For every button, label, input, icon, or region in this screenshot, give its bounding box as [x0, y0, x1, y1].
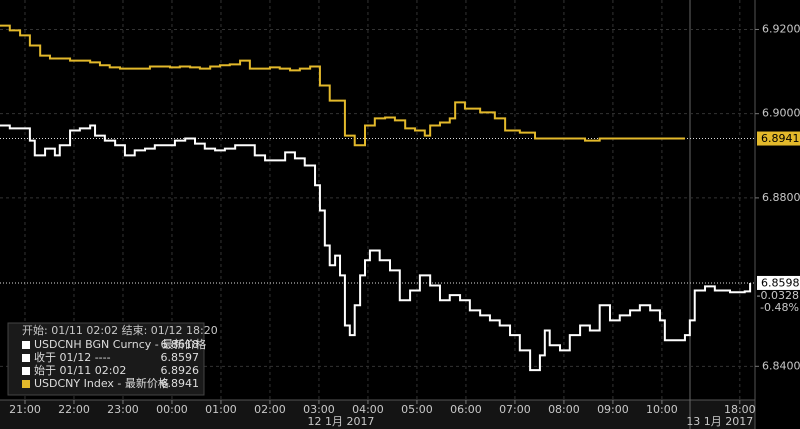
legend-value: 6.8618	[161, 338, 200, 351]
y-tick-label: 6.8800	[762, 191, 800, 204]
price-tag-box	[757, 131, 800, 146]
legend-swatch	[22, 380, 30, 388]
x-tick-label: 05:00	[401, 403, 433, 416]
x-axis-band	[0, 400, 755, 429]
x-tick-label: 21:00	[9, 403, 41, 416]
legend-label: USDCNH BGN Curncy - 最新价格	[34, 337, 206, 351]
legend-label: USDCNY Index - 最新价格	[34, 376, 169, 390]
x-tick-label: 22:00	[58, 403, 90, 416]
legend-value: 6.8597	[161, 351, 200, 364]
change-label: -0.0328	[757, 289, 799, 302]
legend-header: 开始: 01/11 02:02 结束: 01/12 18:20	[22, 323, 218, 337]
date-label: 12 1月 2017	[307, 415, 374, 428]
price-tag-box	[757, 275, 800, 290]
series-line	[0, 124, 752, 372]
y-tick-label: 6.9200	[762, 22, 800, 35]
x-tick-label: 02:00	[254, 403, 286, 416]
price-tag-label: 6.8598	[761, 276, 800, 289]
series-line	[0, 24, 685, 147]
x-tick-label: 23:00	[107, 403, 139, 416]
legend-value: 6.8926	[161, 364, 200, 377]
x-tick-label: 06:00	[450, 403, 482, 416]
x-tick-label: 03:00	[303, 403, 335, 416]
x-tick-label: 18:00	[724, 403, 756, 416]
x-tick-label: 09:00	[597, 403, 629, 416]
x-tick-label: 07:00	[499, 403, 531, 416]
legend-label: 收于 01/12 ----	[34, 350, 111, 364]
legend-swatch	[22, 341, 30, 349]
plot	[0, 24, 752, 372]
legend-value: 6.8941	[161, 377, 200, 390]
x-tick-label: 10:00	[646, 403, 678, 416]
change-label: -0.48%	[760, 301, 799, 314]
y-tick-label: 6.9000	[762, 107, 800, 120]
x-tick-label: 04:00	[352, 403, 384, 416]
legend-label: 始于 01/11 02:02	[34, 363, 126, 377]
x-tick-label: 01:00	[205, 403, 237, 416]
legend-swatch	[22, 354, 30, 362]
x-tick-label: 00:00	[156, 403, 188, 416]
legend-swatch	[22, 367, 30, 375]
price-tag-label: 6.8941	[761, 132, 800, 145]
legend-box	[7, 322, 205, 396]
y-tick-label: 6.8400	[762, 359, 800, 372]
date-label: 13 1月 2017	[686, 415, 753, 428]
axes: 6.8400 6.8800 6.9000 6.9200 21:00 22:00 23:00 0…	[9, 22, 800, 428]
x-tick-label: 08:00	[548, 403, 580, 416]
